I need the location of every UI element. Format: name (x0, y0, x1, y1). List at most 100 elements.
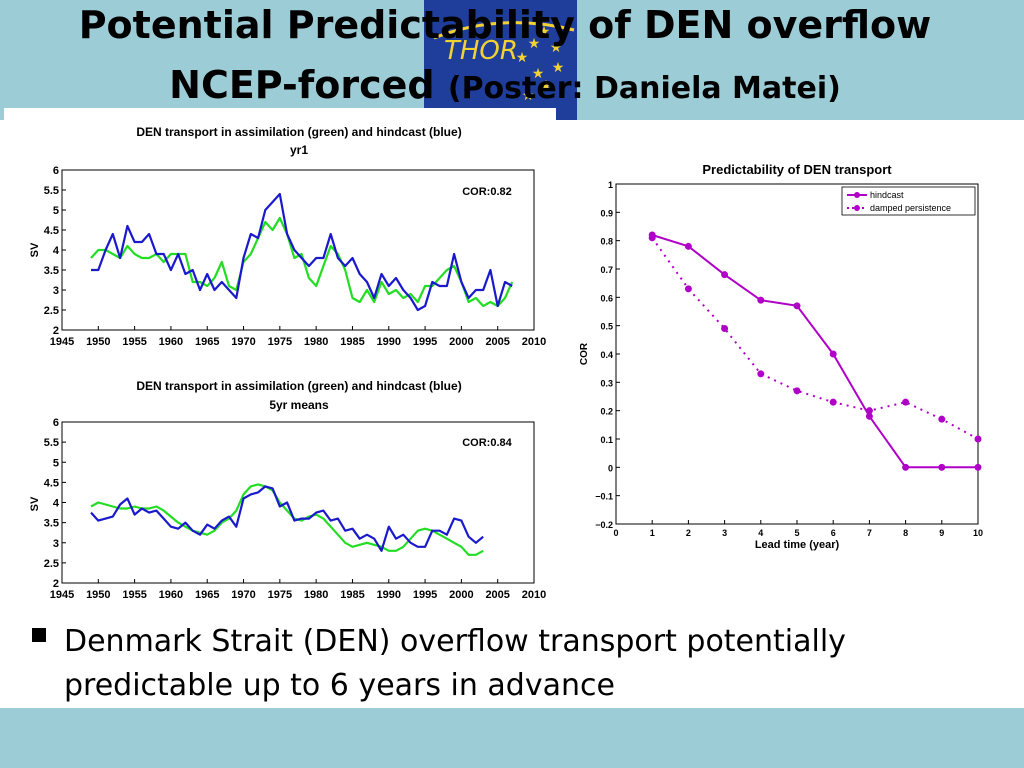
x-tick-label: 2000 (449, 336, 473, 348)
y-tick-label: 4 (53, 498, 60, 510)
title-line-2: NCEP-forced (Poster: Daniela Matei) (0, 60, 1010, 114)
data-point (684, 285, 692, 293)
chart-5yr: DEN transport in assimilation (green) an… (29, 379, 546, 601)
chart-yr1-title: DEN transport in assimilation (green) an… (136, 125, 461, 139)
chart-pred-xlabel: Lead time (year) (755, 539, 840, 551)
y-tick-label: 6 (53, 165, 59, 177)
x-tick-label: 2 (686, 528, 691, 538)
data-point (902, 463, 910, 471)
x-tick-label: 2010 (522, 589, 546, 601)
y-tick-label: 3.5 (44, 265, 59, 277)
y-tick-label: 2.5 (44, 558, 59, 570)
chart-pred-ticks: 0 1 2 3 4 5 6 7 8 9 10 −0.2 −0.1 0 0.1 0.2 0.3 0.4 0.5 0.6 0… (595, 180, 983, 538)
data-point (648, 234, 656, 242)
y-tick-label: 0.1 (600, 435, 613, 445)
svg-text:★: ★ (552, 59, 565, 75)
chart-yr1-annotation: COR:0.82 (462, 186, 512, 198)
chart-pred-legend: hindcast damped persistence (841, 186, 976, 216)
data-point (829, 350, 837, 358)
chart-pred-axes (615, 183, 979, 525)
data-point (757, 370, 765, 378)
chart-5yr-title: DEN transport in assimilation (green) an… (136, 379, 461, 393)
x-tick-label: 10 (973, 528, 983, 538)
x-tick-label: 0 (613, 528, 618, 538)
x-tick-label: 1995 (413, 589, 437, 601)
x-tick-label: 3 (722, 528, 727, 538)
legend-damped-persistence: damped persistence (870, 203, 951, 213)
y-tick-label: 5 (53, 205, 59, 217)
y-tick-label: 2.5 (44, 305, 59, 317)
x-tick-label: 2010 (522, 336, 546, 348)
chart-yr1-ylabel: SV (29, 242, 41, 257)
svg-text:★: ★ (538, 23, 551, 39)
x-tick-label: 1975 (268, 336, 292, 348)
data-point (721, 271, 729, 279)
chart-yr1-lines (90, 192, 514, 312)
chart-yr1: DEN transport in assimilation (green) an… (29, 125, 546, 348)
y-tick-label: 0.7 (600, 265, 613, 275)
y-tick-label: 0.8 (600, 237, 613, 247)
data-point (684, 242, 692, 250)
x-tick-label: 1950 (86, 336, 110, 348)
y-tick-label: 4 (53, 245, 60, 257)
x-tick-label: 8 (903, 528, 908, 538)
data-point (974, 463, 982, 471)
y-tick-label: 4.5 (44, 477, 59, 489)
chart-5yr-annotation: COR:0.84 (462, 437, 512, 449)
series-line-hindcast (651, 234, 978, 469)
x-tick-label: 4 (758, 528, 763, 538)
chart-5yr-ylabel: SV (29, 496, 41, 511)
bullet-text: Denmark Strait (DEN) overflow transport … (64, 624, 846, 703)
x-tick-label: 1945 (50, 589, 74, 601)
eu-stars-icon: ★★★ ★★★ ★★ (433, 21, 575, 103)
x-tick-label: 5 (794, 528, 799, 538)
x-tick-label: 7 (867, 528, 872, 538)
x-tick-label: 1955 (122, 589, 146, 601)
x-tick-label: 1995 (413, 336, 437, 348)
y-tick-label: 6 (53, 417, 59, 429)
chart-5yr-axes (61, 421, 535, 584)
x-tick-label: 1985 (340, 336, 364, 348)
x-tick-label: 1950 (86, 589, 110, 601)
y-tick-label: 0 (608, 463, 613, 473)
x-tick-label: 1965 (195, 589, 219, 601)
x-tick-label: 1955 (122, 336, 146, 348)
y-tick-label: 0.6 (600, 293, 613, 303)
chart-predictability: Predictability of DEN transport COR Lead… (568, 150, 1000, 570)
y-tick-label: 0.5 (600, 322, 613, 332)
data-point (793, 302, 801, 310)
y-tick-label: 0.3 (600, 378, 613, 388)
x-tick-label: 2000 (449, 589, 473, 601)
data-point (938, 415, 946, 423)
x-tick-label: 1985 (340, 589, 364, 601)
x-tick-label: 1980 (304, 336, 328, 348)
x-tick-label: 1960 (159, 336, 183, 348)
svg-text:★: ★ (522, 87, 535, 103)
data-point (757, 296, 765, 304)
x-tick-label: 1970 (231, 336, 255, 348)
title-line-2-main: NCEP-forced (169, 63, 448, 107)
chart-pred-lines (648, 231, 982, 471)
bullet-marker (32, 628, 46, 642)
svg-text:★: ★ (540, 77, 553, 93)
y-tick-label: 0.4 (600, 350, 613, 360)
data-point (865, 412, 873, 420)
series-line-1 (90, 485, 484, 552)
figure-top-strip (4, 108, 556, 122)
data-point (829, 398, 837, 406)
y-tick-label: 3 (53, 285, 59, 297)
y-tick-label: 3.5 (44, 518, 59, 530)
x-tick-label: 1960 (159, 589, 183, 601)
logo-text: THOR (444, 36, 518, 66)
y-tick-label: 1 (608, 180, 613, 190)
x-tick-label: 1975 (268, 589, 292, 601)
y-tick-label: 5.5 (44, 437, 59, 449)
y-tick-label: 5 (53, 457, 59, 469)
x-tick-label: 1990 (377, 336, 401, 348)
y-tick-label: 2 (53, 325, 59, 337)
chart-pred-title: Predictability of DEN transport (702, 162, 892, 177)
series-line-0 (90, 483, 484, 556)
y-tick-label: 0.2 (600, 407, 613, 417)
x-tick-label: 1945 (50, 336, 74, 348)
y-tick-label: 3 (53, 538, 59, 550)
